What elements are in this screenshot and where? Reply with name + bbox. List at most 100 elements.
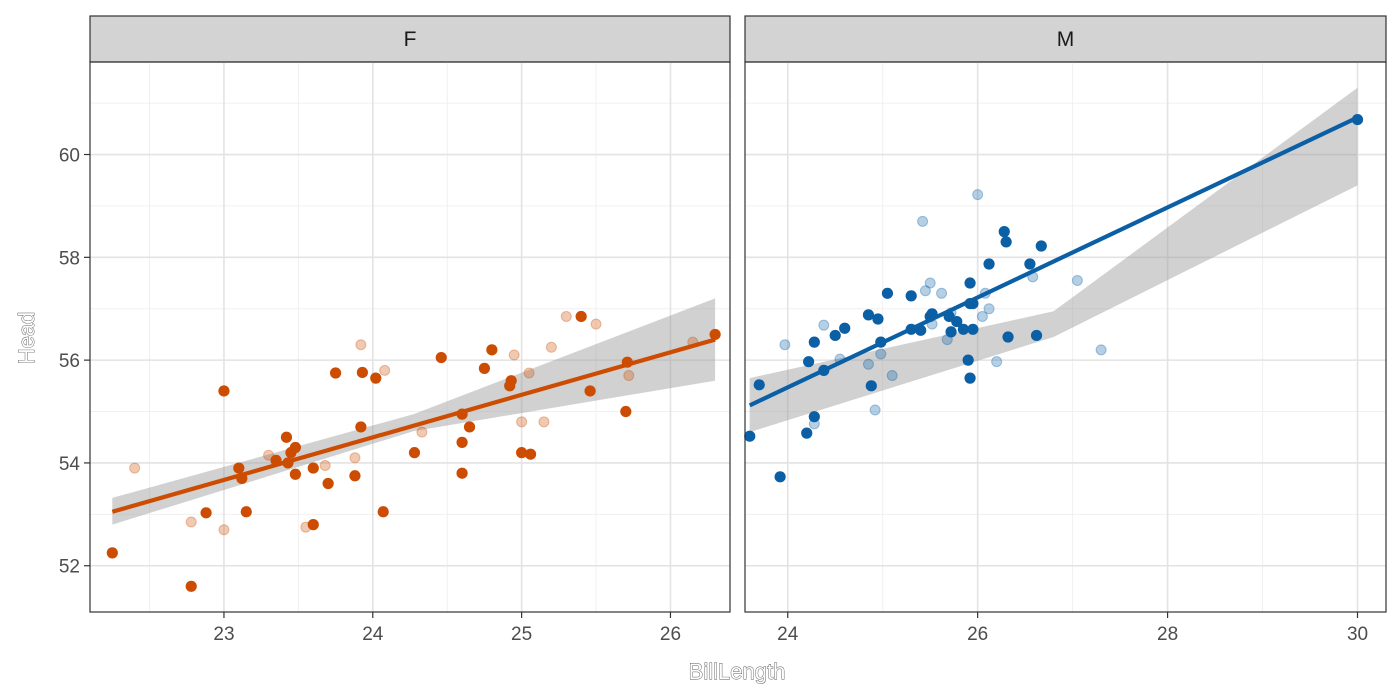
x-tick-label: 24 [362, 624, 384, 645]
data-point-faded [919, 285, 931, 297]
data-point [1002, 331, 1014, 343]
data-point [803, 356, 815, 368]
panel-m: M 24 26 28 30 [744, 15, 1387, 645]
data-point-faded [516, 416, 528, 428]
data-point [240, 506, 252, 518]
data-point [200, 507, 212, 519]
data-point-faded [818, 319, 830, 331]
data-point [964, 372, 976, 384]
data-point [456, 436, 468, 448]
panel-border [89, 61, 731, 613]
data-point [575, 310, 587, 323]
data-point-faded [976, 310, 988, 322]
data-point [307, 462, 319, 474]
data-point [584, 385, 596, 397]
data-point [709, 328, 721, 341]
data-point [801, 427, 813, 439]
data-point [962, 354, 974, 366]
data-point [486, 344, 498, 356]
data-point-faded [355, 339, 367, 351]
y-tick-label: 58 [59, 248, 80, 269]
data-point [377, 506, 389, 518]
data-point-faded [862, 358, 874, 370]
data-point [349, 470, 361, 482]
data-point-faded [972, 189, 984, 201]
regression-line [111, 337, 716, 514]
data-point [808, 411, 820, 423]
x-axis-title: BillLength [689, 659, 786, 684]
data-point [408, 447, 421, 459]
regression-line [748, 115, 1359, 408]
data-point-faded [1095, 344, 1107, 356]
confidence-band [749, 87, 1358, 433]
data-point [872, 313, 884, 325]
data-point [620, 405, 632, 418]
data-point [1000, 236, 1012, 248]
data-point [829, 329, 841, 342]
data-point-faded [590, 318, 602, 330]
data-point-faded [779, 339, 791, 351]
data-point [839, 322, 851, 334]
panels-layer: F 23 24 25 26 52 54 56 58 60 M 24 26 28 30 [59, 15, 1387, 645]
data-point-faded [545, 341, 557, 353]
data-point [957, 323, 970, 335]
data-point [289, 468, 301, 480]
data-point [524, 448, 537, 460]
data-point [322, 477, 334, 490]
x-tick-label: 30 [1347, 624, 1368, 645]
x-tick-label: 26 [660, 624, 681, 645]
data-point [516, 447, 528, 459]
data-point-faded [129, 462, 141, 474]
data-point [862, 309, 875, 321]
y-tick-label: 60 [59, 146, 80, 167]
x-tick-label: 25 [511, 624, 532, 645]
data-point-faded [917, 215, 929, 227]
data-point-faded [538, 416, 550, 428]
data-point [280, 431, 293, 443]
facet-strip-label: M [1057, 28, 1075, 51]
y-tick-label: 54 [59, 454, 81, 475]
data-point [808, 336, 820, 348]
panel-border [744, 61, 1387, 613]
data-point [329, 367, 342, 379]
x-tick-label: 26 [967, 624, 988, 645]
y-axis-title: Head [14, 312, 39, 365]
data-point [185, 580, 197, 592]
data-point [964, 277, 976, 289]
data-point [951, 315, 963, 328]
data-point [289, 441, 301, 454]
data-point-faded [991, 356, 1003, 368]
data-point [463, 421, 476, 433]
data-point [865, 380, 877, 392]
x-tick-label: 23 [213, 624, 234, 645]
data-point [1030, 329, 1043, 342]
data-point-faded [349, 452, 361, 464]
data-point [435, 351, 447, 364]
data-point [905, 290, 917, 302]
data-point-faded [924, 277, 936, 289]
data-point-faded [886, 370, 898, 382]
data-point [106, 547, 118, 559]
data-point-faded [560, 310, 572, 322]
data-point [1035, 240, 1047, 252]
y-tick-label: 52 [59, 557, 80, 578]
data-point [355, 421, 367, 433]
data-point-faded [416, 426, 428, 438]
data-point [370, 372, 382, 384]
data-point [233, 462, 245, 474]
data-point [218, 385, 230, 397]
data-point [356, 366, 368, 379]
panel-f: F 23 24 25 26 52 54 56 58 60 [59, 15, 731, 645]
data-point [967, 323, 979, 335]
data-point [1024, 258, 1036, 270]
data-point-faded [875, 348, 887, 360]
data-point [307, 519, 319, 531]
data-point-faded [379, 364, 391, 376]
facet-strip [89, 15, 731, 63]
data-point-faded [263, 449, 275, 461]
data-point-faded [508, 349, 520, 361]
data-point [983, 258, 995, 270]
data-point-faded [983, 303, 995, 315]
data-point [456, 467, 468, 479]
